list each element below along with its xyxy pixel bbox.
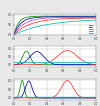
Legend: 2.5, 5, 10, 20, 47: 2.5, 5, 10, 20, 47	[89, 24, 96, 34]
